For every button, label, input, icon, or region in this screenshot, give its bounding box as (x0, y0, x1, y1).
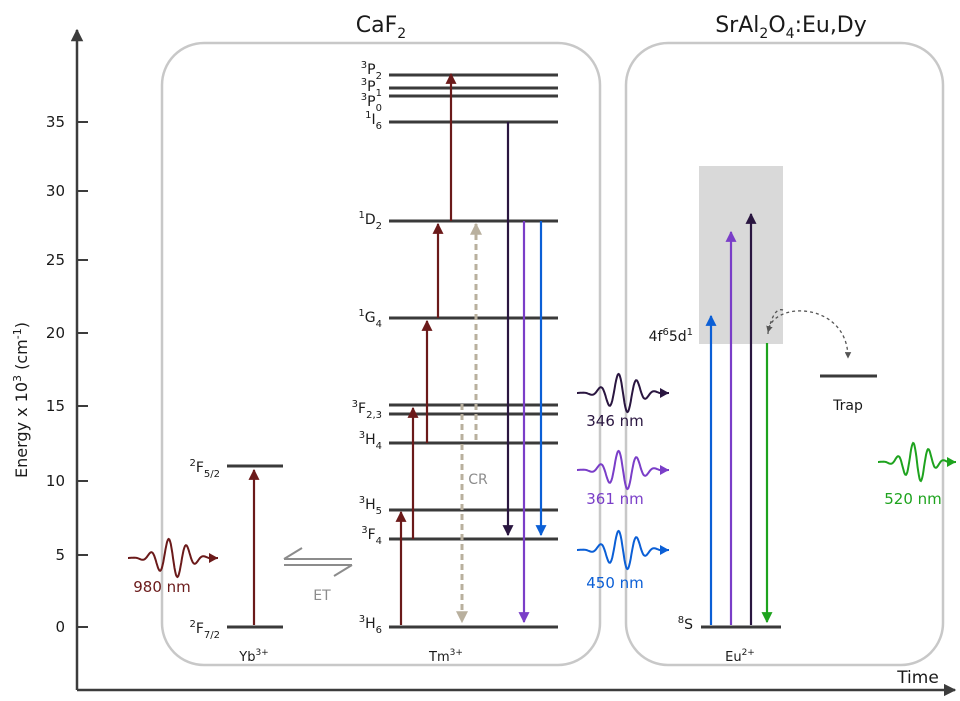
wave-520nm (878, 441, 956, 483)
tm-upconversion-arrows (395, 72, 457, 625)
eu-4f65d1-band (699, 166, 783, 344)
label-tm-3f4: 3F4 (361, 525, 382, 547)
label-tm-3h4: 3H4 (359, 430, 382, 452)
wave-arrowhead (660, 388, 669, 398)
label-tm-3h6: 3H6 (359, 614, 382, 636)
label-eu-8s: 8S (678, 615, 693, 633)
caf2-panel (160, 41, 602, 667)
x-axis-label: Time (896, 668, 939, 688)
y-tick-labels: 0 5 10 15 20 25 30 35 (46, 113, 65, 636)
label-tm-1g4: 1G4 (358, 308, 382, 330)
label-tm-1d2: 1D2 (358, 210, 382, 232)
y-tick-label: 30 (46, 182, 65, 200)
y-tick-label: 15 (46, 397, 65, 415)
y-tick-label: 5 (55, 546, 65, 564)
label-et: ET (313, 588, 331, 604)
label-520nm: 520 nm (884, 490, 942, 508)
wave-path (577, 529, 669, 571)
wave-346nm (577, 372, 669, 414)
y-tick-label: 35 (46, 113, 65, 131)
wave-980nm (128, 537, 218, 579)
wave-arrowhead (660, 545, 669, 555)
wave-450nm (577, 529, 669, 571)
label-346nm: 346 nm (586, 412, 644, 430)
wave-path (577, 372, 669, 414)
label-tm-3f23: 3F2,3 (352, 399, 382, 421)
label-tm-ion: Tm3+ (428, 648, 463, 665)
wave-path (128, 537, 218, 579)
cross-relaxation-arrows (456, 222, 482, 624)
y-axis-label: Energy x 103 (cm-1) (11, 322, 31, 478)
label-tm-3p2: 3P2 (361, 60, 382, 82)
y-tick-label: 0 (55, 618, 65, 636)
title-sral2o4: SrAl2O4:Eu,Dy (715, 13, 867, 42)
wave-arrowhead (947, 457, 956, 467)
label-eu-ion: Eu2+ (725, 648, 755, 665)
energy-transfer-arrows (283, 547, 353, 577)
wave-path (577, 449, 669, 491)
label-450nm: 450 nm (586, 574, 644, 592)
label-eu-4f65d1: 4f65d1 (649, 327, 693, 345)
label-tm-3p1: 3P1 (361, 77, 382, 99)
y-axis-ticks (77, 121, 88, 628)
label-tm-1i6: 1I6 (365, 110, 382, 132)
label-yb-ion: Yb3+ (238, 648, 268, 665)
wave-arrowhead (660, 465, 669, 475)
y-tick-label: 25 (46, 251, 65, 269)
label-yb-2f72: 2F7/2 (189, 619, 220, 641)
title-caf2: CaF2 (356, 13, 406, 42)
wave-path (878, 441, 956, 483)
sral2o4-panel (624, 41, 945, 667)
label-980nm: 980 nm (133, 578, 191, 596)
label-yb-2f52: 2F5/2 (189, 458, 220, 480)
label-tm-3h5: 3H5 (359, 495, 382, 517)
y-tick-label: 20 (46, 324, 65, 342)
label-tm-3p0: 3P0 (361, 92, 382, 114)
wave-arrowhead (209, 553, 218, 563)
label-361nm: 361 nm (586, 490, 644, 508)
label-trap: Trap (832, 398, 863, 414)
label-cr: CR (468, 472, 488, 488)
wave-361nm (577, 449, 669, 491)
trap-return-arrow (766, 309, 784, 333)
y-tick-label: 10 (46, 472, 65, 490)
